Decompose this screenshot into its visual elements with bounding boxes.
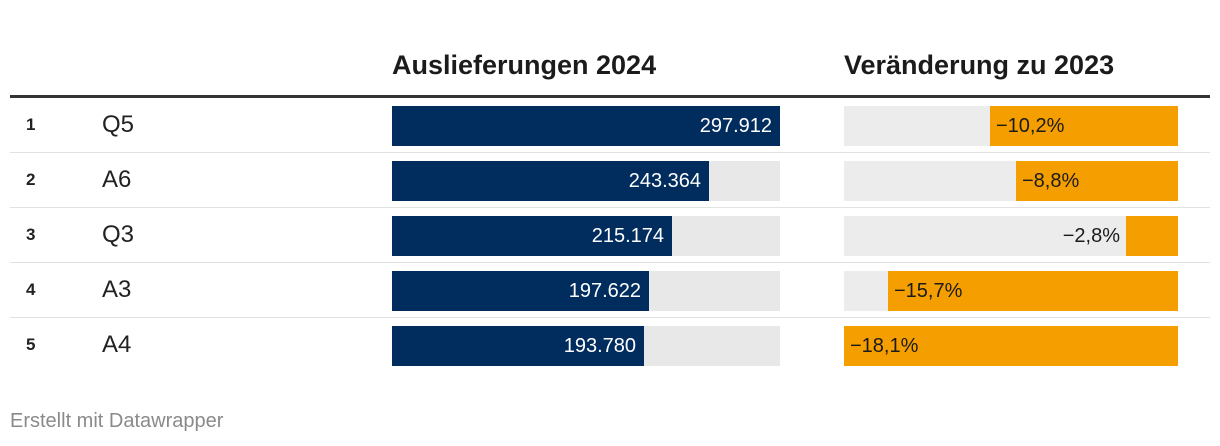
model-name: A3 bbox=[102, 276, 132, 303]
change-value-label: −15,7% bbox=[894, 280, 963, 302]
change-bar bbox=[1126, 216, 1178, 256]
table-body: 1 Q5 297.912 −10,2% 2 A6 243.364 −8,8% 3 Q3 215.17… bbox=[10, 98, 1210, 372]
change-bar bbox=[1016, 161, 1178, 201]
deliveries-bar bbox=[392, 271, 649, 311]
change-value-label: −8,8% bbox=[1022, 170, 1080, 192]
deliveries-column-header: Auslieferungen 2024 bbox=[392, 50, 657, 80]
datawrapper-credit[interactable]: Erstellt mit Datawrapper bbox=[10, 410, 224, 432]
model-name: A6 bbox=[102, 166, 132, 193]
change-bar-track: −8,8% bbox=[844, 161, 1178, 201]
model-name: Q5 bbox=[102, 111, 135, 138]
deliveries-bar-track: 243.364 bbox=[392, 161, 780, 201]
table-row: 2 A6 243.364 −8,8% bbox=[10, 153, 1210, 208]
change-bar-track: −15,7% bbox=[844, 271, 1178, 311]
deliveries-bar-track: 297.912 bbox=[392, 106, 780, 146]
table-header: Auslieferungen 2024 Veränderung zu 2023 bbox=[10, 40, 1210, 98]
deliveries-bar-track: 215.174 bbox=[392, 216, 780, 256]
rank-number: 2 bbox=[26, 170, 36, 189]
rank-number: 4 bbox=[26, 280, 36, 299]
deliveries-value-label: 215.174 bbox=[591, 225, 664, 247]
change-bar-track: −10,2% bbox=[844, 106, 1178, 146]
deliveries-bar-track: 193.780 bbox=[392, 326, 780, 366]
deliveries-value-label: 297.912 bbox=[699, 115, 772, 137]
rank-number: 5 bbox=[26, 335, 36, 354]
table-row: 3 Q3 215.174 −2,8% bbox=[10, 208, 1210, 263]
deliveries-bar-track: 197.622 bbox=[392, 271, 780, 311]
change-value-label: −2,8% bbox=[1062, 225, 1120, 247]
model-name: Q3 bbox=[102, 221, 135, 248]
change-value-label: −10,2% bbox=[996, 115, 1065, 137]
deliveries-value-label: 243.364 bbox=[628, 170, 701, 192]
deliveries-value-label: 197.622 bbox=[568, 280, 641, 302]
change-bar bbox=[990, 106, 1178, 146]
change-bar bbox=[888, 271, 1178, 311]
ranking-table: Auslieferungen 2024 Veränderung zu 2023 … bbox=[10, 40, 1210, 372]
change-column-header: Veränderung zu 2023 bbox=[844, 50, 1115, 80]
deliveries-bar bbox=[392, 161, 709, 201]
change-bar-track: −2,8% bbox=[844, 216, 1178, 256]
deliveries-value-label: 193.780 bbox=[563, 335, 636, 357]
rank-number: 3 bbox=[26, 225, 36, 244]
header-divider bbox=[10, 95, 1210, 98]
change-bar-track: −18,1% bbox=[844, 326, 1178, 366]
table-row: 4 A3 197.622 −15,7% bbox=[10, 263, 1210, 318]
table-row: 1 Q5 297.912 −10,2% bbox=[10, 98, 1210, 153]
change-value-label: −18,1% bbox=[850, 335, 919, 357]
deliveries-bar bbox=[392, 216, 672, 256]
table-row: 5 A4 193.780 −18,1% bbox=[10, 318, 1210, 372]
change-bar bbox=[844, 326, 1178, 366]
deliveries-bar bbox=[392, 326, 644, 366]
model-name: A4 bbox=[102, 331, 132, 358]
rank-number: 1 bbox=[26, 115, 36, 134]
deliveries-bar bbox=[392, 106, 780, 146]
